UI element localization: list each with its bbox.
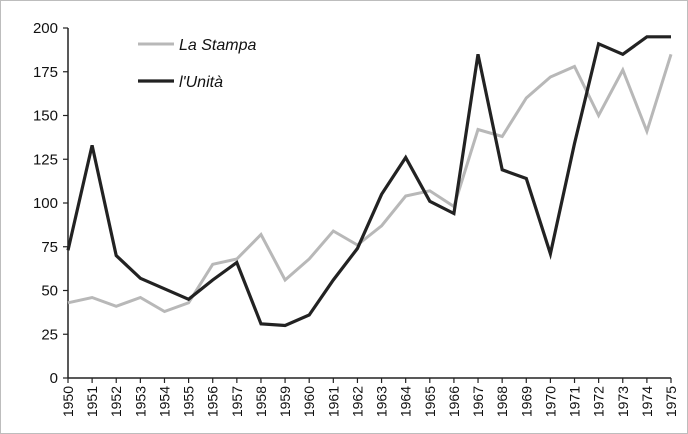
legend-label: La Stampa bbox=[179, 37, 256, 54]
y-tick-label: 150 bbox=[33, 108, 58, 125]
y-tick-label: 0 bbox=[50, 370, 58, 387]
y-tick-label: 200 bbox=[33, 20, 58, 37]
x-tick-label: 1951 bbox=[84, 386, 100, 417]
chart-axes: 0 25 50 75 100 125 150 175 200 1950 1951 1952 1953 19… bbox=[33, 20, 679, 417]
x-tick-label: 1974 bbox=[639, 386, 655, 417]
x-tick-label: 1972 bbox=[591, 386, 607, 417]
y-tick-label: 175 bbox=[33, 64, 58, 81]
x-tick-label: 1970 bbox=[542, 386, 558, 417]
x-tick-label: 1957 bbox=[229, 386, 245, 417]
x-tick-label: 1975 bbox=[663, 386, 679, 417]
x-tick-label: 1953 bbox=[132, 386, 148, 417]
x-tick-label: 1968 bbox=[494, 386, 510, 417]
x-tick-label: 1960 bbox=[301, 386, 317, 417]
y-tick-label: 50 bbox=[41, 283, 58, 300]
x-tick-label: 1955 bbox=[181, 386, 197, 417]
x-tick-label: 1973 bbox=[615, 386, 631, 417]
x-tick-label: 1966 bbox=[446, 386, 462, 417]
x-tick-label: 1950 bbox=[60, 386, 76, 417]
x-tick-label: 1952 bbox=[108, 386, 124, 417]
y-tick-label: 75 bbox=[41, 239, 58, 256]
x-tick-label: 1965 bbox=[422, 386, 438, 417]
series-line-la-stampa bbox=[67, 53, 673, 314]
x-tick-label: 1959 bbox=[277, 386, 293, 417]
x-tick-label: 1964 bbox=[398, 386, 414, 417]
y-tick-label: 125 bbox=[33, 151, 58, 168]
chart-legend: La Stampa l'Unità bbox=[138, 37, 256, 91]
series-lines bbox=[66, 35, 673, 328]
x-tick-label: 1956 bbox=[205, 386, 221, 417]
y-tick-label: 100 bbox=[33, 195, 58, 212]
x-tick-label: 1961 bbox=[325, 386, 341, 417]
x-tick-label: 1967 bbox=[470, 386, 486, 417]
legend-label: l'Unità bbox=[179, 74, 223, 91]
x-tick-label: 1958 bbox=[253, 386, 269, 417]
x-tick-label: 1962 bbox=[349, 386, 365, 417]
series-line-lunita bbox=[66, 35, 671, 328]
x-tick-label: 1954 bbox=[156, 386, 172, 417]
y-tick-label: 25 bbox=[41, 326, 58, 343]
x-tick-label: 1969 bbox=[518, 386, 534, 417]
x-tick-label: 1963 bbox=[374, 386, 390, 417]
x-tick-label: 1971 bbox=[567, 386, 583, 417]
